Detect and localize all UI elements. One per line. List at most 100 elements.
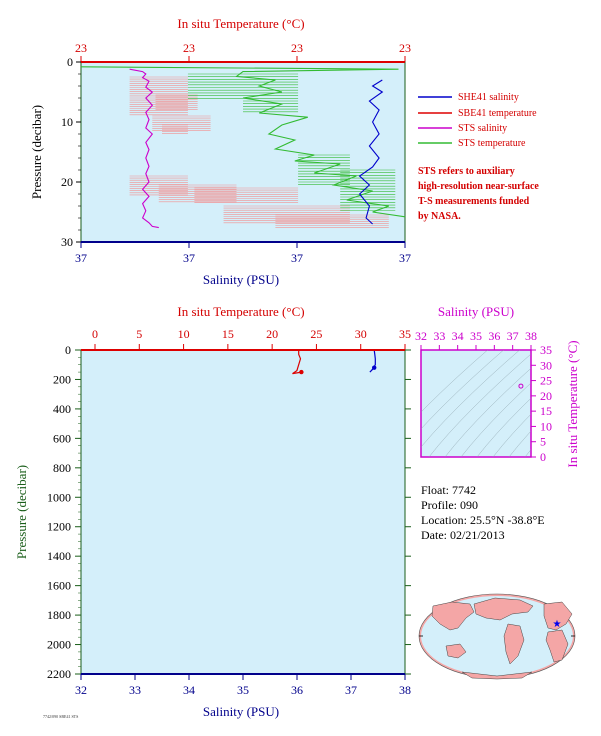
legend-label-sts-temperature: STS temperature	[458, 138, 526, 149]
ts-right-tick-label: 10	[540, 419, 552, 433]
ts-isopycnal-line	[524, 449, 531, 457]
profile-number: Profile: 090	[421, 498, 478, 512]
profile-y-tick-label: 1600	[47, 579, 71, 593]
profile-salinity-end-marker	[372, 365, 377, 370]
continent-asia-east	[431, 601, 475, 631]
ts-right-tick-label: 25	[540, 374, 552, 388]
top-panel: In situ Temperature (°C) 23 23 23 23 0 10 20 3…	[29, 16, 539, 287]
float-position-marker-icon: ★	[553, 619, 562, 630]
top-panel-top-tick-label: 23	[183, 41, 195, 55]
ts-isopycnal-line	[421, 350, 520, 448]
ts-top-tick-label: 33	[433, 329, 445, 343]
profile-top-tick-label: 15	[222, 327, 234, 341]
profile-y-tick-label: 800	[53, 461, 71, 475]
ts-diagram-salinity-title: Salinity (PSU)	[438, 304, 514, 319]
sts-note-line-3: T-S measurements funded	[418, 196, 530, 207]
profile-top-tick-label: 30	[355, 327, 367, 341]
profile-top-tick-label: 25	[310, 327, 322, 341]
profile-bottom-tick-label: 36	[291, 683, 303, 697]
top-panel-bottom-tick-label: 37	[75, 251, 87, 265]
profile-y-tick-label: 600	[53, 431, 71, 445]
top-panel-y-tick-label: 30	[61, 235, 73, 249]
profile-y-tick-label: 1800	[47, 608, 71, 622]
ts-diagram-plot-area	[420, 349, 532, 458]
ts-point	[518, 383, 524, 389]
top-panel-temperature-title: In situ Temperature (°C)	[177, 16, 304, 31]
ts-right-tick-label: 35	[540, 343, 552, 357]
profile-panel-salinity-title: Salinity (PSU)	[203, 704, 279, 719]
profile-y-tick-label: 2200	[47, 667, 71, 681]
sts-salinity-trace	[129, 68, 159, 229]
profile-panel-pressure-title: Pressure (decibar)	[14, 465, 29, 559]
profile-top-tick-label: 20	[266, 327, 278, 341]
top-panel-bottom-tick-label: 37	[183, 251, 195, 265]
continent-south-america	[503, 623, 525, 665]
ts-top-tick-label: 36	[488, 329, 500, 343]
profile-panel-plot-area	[80, 349, 406, 675]
profile-top-tick-label: 0	[92, 327, 98, 341]
profile-salinity-trace	[369, 349, 376, 373]
top-panel-y-tick-label: 10	[61, 115, 73, 129]
ts-isopycnal-line	[460, 382, 531, 457]
profile-panel: In situ Temperature (°C) 0 5 10 15 20 25 30 35 …	[14, 304, 411, 719]
legend-label-sts-salinity: STS salinity	[458, 123, 507, 134]
continent-australia	[445, 643, 467, 659]
sbe41-salinity-trace	[358, 79, 384, 225]
profile-top-tick-label: 10	[178, 327, 190, 341]
top-panel-bottom-tick-label: 37	[291, 251, 303, 265]
profile-y-tick-label: 400	[53, 402, 71, 416]
map-continents	[431, 597, 573, 680]
profile-temperature-trace	[292, 350, 302, 375]
profile-bottom-tick-label: 35	[237, 683, 249, 697]
ts-right-tick-label: 30	[540, 358, 552, 372]
profile-y-tick-label: 1200	[47, 520, 71, 534]
profile-temperature-end-marker	[299, 369, 304, 375]
sts-note-line-4: by NASA.	[418, 211, 461, 222]
ts-isopycnal-line	[476, 397, 531, 457]
world-map: ★	[418, 593, 576, 680]
profile-y-tick-label: 2000	[47, 638, 71, 652]
sts-note-line-1: STS refers to auxiliary	[418, 166, 515, 177]
ts-isopycnal-line	[421, 350, 488, 413]
ts-right-tick-label: 0	[540, 450, 546, 464]
profile-y-tick-label: 1400	[47, 549, 71, 563]
ts-top-tick-label: 34	[452, 329, 464, 343]
ts-diagram-isopycnals	[421, 350, 531, 457]
profile-y-tick-label: 1000	[47, 490, 71, 504]
legend-label-sbe41-temperature: SBE41 temperature	[458, 108, 537, 119]
ts-top-tick-label: 32	[415, 329, 427, 343]
continent-north-america	[473, 597, 534, 621]
float-location: Location: 25.5°N -38.8°E	[421, 513, 545, 527]
ts-isopycnal-line	[508, 430, 531, 457]
top-panel-y-tick-label: 0	[67, 55, 73, 69]
profile-bottom-tick-label: 38	[399, 683, 411, 697]
profile-y-tick-label: 0	[65, 343, 71, 357]
profile-top-tick-label: 35	[399, 327, 411, 341]
profile-bottom-tick-label: 37	[345, 683, 357, 697]
top-panel-top-tick-label: 23	[75, 41, 87, 55]
ts-right-tick-label: 20	[540, 389, 552, 403]
profile-date: Date: 02/21/2013	[421, 528, 505, 542]
ts-diagram-temperature-title: In situ Temperature (°C)	[565, 340, 580, 467]
ts-top-tick-label: 35	[470, 329, 482, 343]
sts-note: STS refers to auxiliary high-resolution …	[418, 166, 539, 222]
continent-antarctica	[461, 671, 533, 680]
footer-id: 7742/090 SBE41 STS	[43, 714, 78, 719]
top-panel-top-tick-label: 23	[291, 41, 303, 55]
ts-isopycnal-line	[421, 350, 504, 430]
top-panel-salinity-title: Salinity (PSU)	[203, 272, 279, 287]
ts-right-tick-label: 5	[540, 435, 546, 449]
continent-africa	[545, 629, 569, 663]
profile-bottom-tick-label: 33	[129, 683, 141, 697]
top-panel-pressure-title: Pressure (decibar)	[29, 105, 44, 199]
ts-isopycnal-line	[444, 367, 531, 457]
ts-top-tick-label: 38	[525, 329, 537, 343]
top-panel-legend: SHE41 salinity SBE41 temperature STS sal…	[418, 92, 537, 149]
profile-top-tick-label: 5	[136, 327, 142, 341]
sts-note-line-2: high-resolution near-surface	[418, 181, 539, 192]
profile-bottom-tick-label: 34	[183, 683, 195, 697]
top-panel-bottom-tick-label: 37	[399, 251, 411, 265]
sts-temperature-trace	[80, 66, 406, 218]
ts-isopycnal-line	[428, 353, 531, 457]
continent-europe	[543, 601, 573, 631]
